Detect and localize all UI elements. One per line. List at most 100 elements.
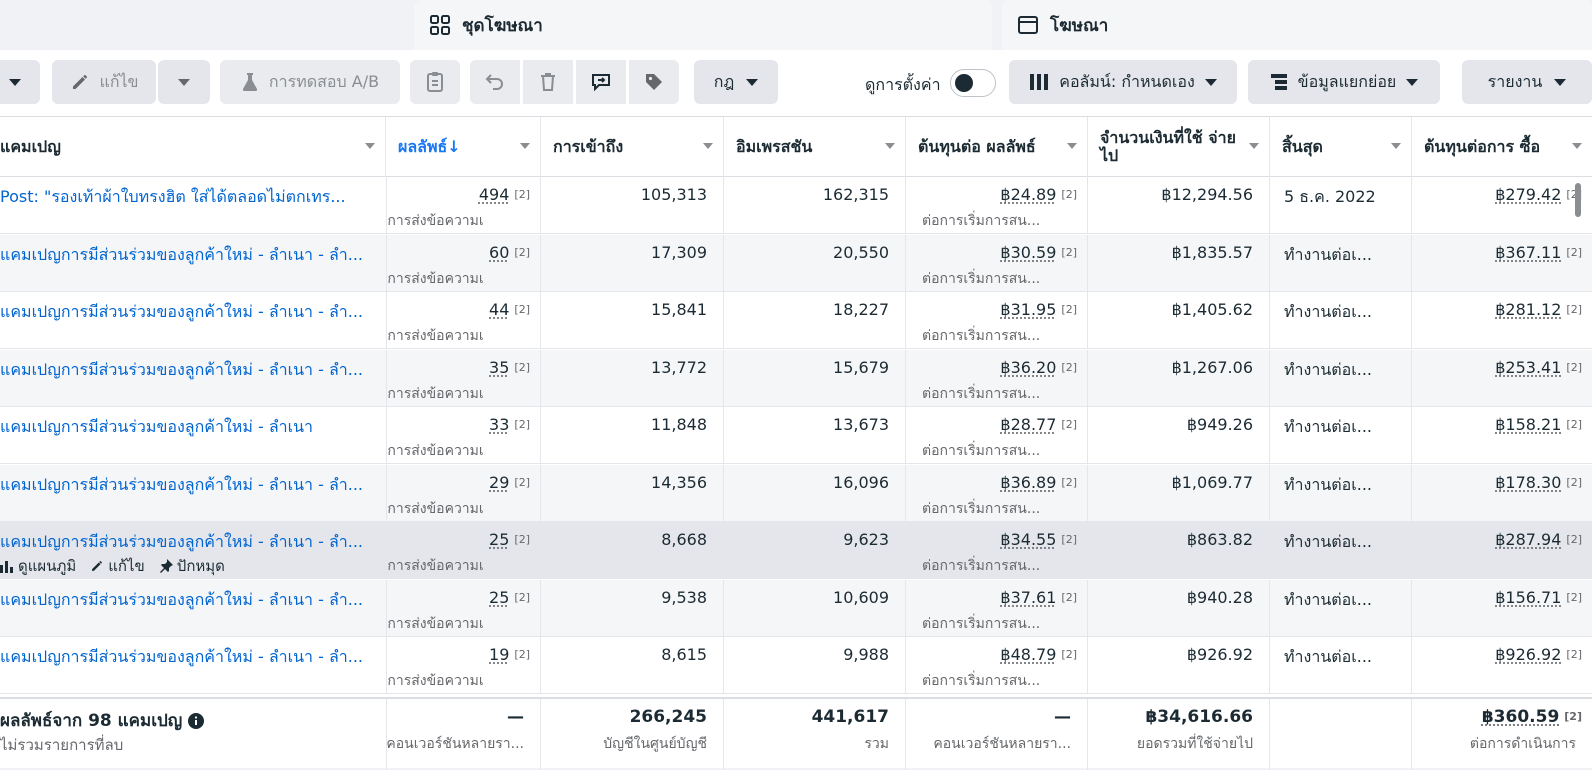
cell-cpr: ฿36.89 [2] ต่อการเริ่มการสน...: [906, 465, 1088, 522]
campaign-name-link[interactable]: แคมเปญการมีส่วนร่วมของลูกค้าใหม่ - ลำเนา…: [0, 358, 370, 383]
cell-value: ฿287.94: [1495, 530, 1561, 549]
ref-mark: [2]: [1061, 361, 1077, 374]
reports-dropdown[interactable]: รายงาน: [1462, 60, 1592, 104]
campaign-name-link[interactable]: แคมเปญการมีส่วนร่วมของลูกค้าใหม่ - ลำเนา: [0, 415, 370, 440]
table-row[interactable]: แคมเปญการมีส่วนร่วมของลูกค้าใหม่ - ลำเนา…: [0, 465, 1592, 522]
footer-reach: 266,245 บัญชีในศูนย์บัญชี: [541, 699, 724, 770]
edit-row-action[interactable]: แก้ไข: [90, 554, 145, 578]
ref-mark: [2]: [1061, 188, 1077, 201]
cell-value: ฿156.71: [1495, 588, 1561, 607]
cost-type-label: ต่อการเริ่มการสน...: [922, 670, 1082, 692]
sort-caret-icon: [1391, 143, 1401, 149]
edit-dropdown-button[interactable]: [158, 60, 210, 104]
cell-impressions: 9,988: [724, 637, 906, 694]
chevron-down-icon: [178, 79, 190, 86]
result-type-label: การส่งข้อความเ...: [386, 670, 524, 692]
ref-mark: [2]: [514, 188, 530, 201]
col-header-ends[interactable]: สิ้นสุด: [1270, 117, 1412, 177]
cell-value: 19: [489, 645, 509, 664]
pencil-icon: [90, 559, 104, 573]
ref-mark: [2]: [1061, 591, 1077, 604]
cell-value: 33: [489, 415, 509, 434]
ref-mark: [2]: [1061, 303, 1077, 316]
ab-test-button[interactable]: การทดสอบ A/B: [220, 60, 400, 104]
cell-results: 25 [2] การส่งข้อความเ...: [386, 522, 541, 579]
pin-action[interactable]: ปักหมุด: [159, 554, 225, 578]
col-header-reach[interactable]: การเข้าถึง: [541, 117, 724, 177]
cell-ends: ทำงานต่อเ...: [1270, 637, 1412, 694]
vertical-scrollbar[interactable]: [1575, 183, 1581, 217]
campaign-name-link[interactable]: แคมเปญการมีส่วนร่วมของลูกค้าใหม่ - ลำเนา…: [0, 243, 370, 268]
col-header-cost-per-purchase[interactable]: ต้นทุนต่อการ ซื้อ: [1412, 117, 1592, 177]
result-type-label: การส่งข้อความเ...: [386, 440, 524, 462]
create-rule-button[interactable]: [576, 60, 626, 104]
cell-value: ฿253.41: [1495, 358, 1561, 377]
cell-impressions: 9,623: [724, 522, 906, 579]
table-row[interactable]: Post: "รองเท้าผ้าใบทรงฮิต ใส่ได้ตลอดไม่ต…: [0, 177, 1592, 234]
duplicate-button[interactable]: [410, 60, 460, 104]
cell-spent: ฿1,267.06: [1088, 350, 1270, 407]
ref-mark: [2]: [1061, 533, 1077, 546]
cell-value: 20,550: [833, 243, 889, 262]
col-header-cost-per-result[interactable]: ต้นทุนต่อ ผลลัพธ์: [906, 117, 1088, 177]
campaign-name-link[interactable]: แคมเปญการมีส่วนร่วมของลูกค้าใหม่ - ลำเนา…: [0, 588, 370, 613]
footer-amount-spent: ฿34,616.66 ยอดรวมที่ใช้จ่ายไป: [1088, 699, 1270, 770]
ref-mark: [2]: [1061, 476, 1077, 489]
table-row[interactable]: แคมเปญการมีส่วนร่วมของลูกค้าใหม่ - ลำเนา…: [0, 407, 1592, 464]
cell-results: 494 [2] การส่งข้อความเ...: [386, 177, 541, 234]
tab-ads[interactable]: โฆษณา: [1002, 0, 1592, 50]
cell-cpp: ฿926.92 [2]: [1412, 637, 1592, 694]
clipboard-icon: [426, 71, 444, 93]
cell-campaign-name: แคมเปญการมีส่วนร่วมของลูกค้าใหม่ - ลำเนา…: [0, 637, 386, 694]
cell-value: 5 ธ.ค. 2022: [1284, 185, 1376, 210]
tag-button[interactable]: [629, 60, 679, 104]
pin-icon: [159, 559, 173, 573]
cell-cpr: ฿37.61 [2] ต่อการเริ่มการสน...: [906, 580, 1088, 637]
footer-impressions: 441,617 รวม: [724, 699, 906, 770]
rules-dropdown[interactable]: กฎ: [694, 60, 778, 104]
cell-campaign-name: แคมเปญการมีส่วนร่วมของลูกค้าใหม่ - ลำเนา…: [0, 522, 386, 579]
table-row[interactable]: แคมเปญการมีส่วนร่วมของลูกค้าใหม่ - ลำเนา…: [0, 292, 1592, 349]
columns-dropdown[interactable]: คอลัมน์: กำหนดเอง: [1009, 60, 1237, 104]
cell-cpr: ฿34.55 [2] ต่อการเริ่มการสน...: [906, 522, 1088, 579]
cell-value: ฿24.89: [1000, 185, 1056, 204]
cell-cpr: ฿36.20 [2] ต่อการเริ่มการสน...: [906, 350, 1088, 407]
cell-value: ฿12,294.56: [1161, 185, 1253, 204]
create-dropdown-button[interactable]: [0, 60, 40, 104]
col-header-amount-spent[interactable]: จำนวนเงินที่ใช้ จ่ายไป: [1088, 117, 1270, 177]
delete-button[interactable]: [523, 60, 573, 104]
cell-campaign-name: แคมเปญการมีส่วนร่วมของลูกค้าใหม่ - ลำเนา: [0, 407, 386, 464]
cell-value: ฿31.95: [1000, 300, 1056, 319]
cell-value: 9,623: [843, 530, 889, 549]
cell-value: ฿926.92: [1187, 645, 1253, 664]
col-header-impressions[interactable]: อิมเพรสชัน: [724, 117, 906, 177]
col-header-campaign[interactable]: แคมเปญ: [0, 117, 386, 177]
edit-button[interactable]: แก้ไข: [52, 60, 156, 104]
campaign-name-link[interactable]: แคมเปญการมีส่วนร่วมของลูกค้าใหม่ - ลำเนา…: [0, 530, 370, 555]
cell-ends: ทำงานต่อเ...: [1270, 235, 1412, 292]
info-icon[interactable]: [188, 713, 204, 729]
view-charts-action[interactable]: ดูแผนภูมิ: [0, 554, 76, 578]
table-row[interactable]: แคมเปญการมีส่วนร่วมของลูกค้าใหม่ - ลำเนา…: [0, 350, 1592, 407]
tab-ad-sets[interactable]: ชุดโฆษณา: [414, 0, 992, 50]
campaign-name-link[interactable]: แคมเปญการมีส่วนร่วมของลูกค้าใหม่ - ลำเนา…: [0, 300, 370, 325]
col-header-results[interactable]: ผลลัพธ์↓: [386, 117, 541, 177]
cell-impressions: 15,679: [724, 350, 906, 407]
cell-ends: ทำงานต่อเ...: [1270, 522, 1412, 579]
cell-spent: ฿926.92: [1088, 637, 1270, 694]
cell-value: ทำงานต่อเ...: [1284, 243, 1372, 268]
campaign-name-link[interactable]: แคมเปญการมีส่วนร่วมของลูกค้าใหม่ - ลำเนา…: [0, 473, 370, 498]
breakdown-dropdown[interactable]: ข้อมูลแยกย่อย: [1248, 60, 1440, 104]
campaign-name-link[interactable]: Post: "รองเท้าผ้าใบทรงฮิต ใส่ได้ตลอดไม่ต…: [0, 185, 370, 210]
campaign-name-link[interactable]: แคมเปญการมีส่วนร่วมของลูกค้าใหม่ - ลำเนา…: [0, 645, 370, 670]
sort-caret-icon: [520, 143, 530, 149]
table-row[interactable]: แคมเปญการมีส่วนร่วมของลูกค้าใหม่ - ลำเนา…: [0, 235, 1592, 292]
undo-button[interactable]: [470, 60, 520, 104]
table-row[interactable]: แคมเปญการมีส่วนร่วมของลูกค้าใหม่ - ลำเนา…: [0, 580, 1592, 637]
table-row[interactable]: แคมเปญการมีส่วนร่วมของลูกค้าใหม่ - ลำเนา…: [0, 522, 1592, 579]
table-row[interactable]: แคมเปญการมีส่วนร่วมของลูกค้าใหม่ - ลำเนา…: [0, 637, 1592, 694]
chevron-down-icon: [9, 79, 21, 86]
footer-cost-per-result: — คอนเวอร์ชันหลายรา...: [906, 699, 1088, 770]
view-settings-label: ดูการตั้งค่า: [865, 73, 941, 98]
view-settings-toggle[interactable]: [950, 69, 996, 97]
